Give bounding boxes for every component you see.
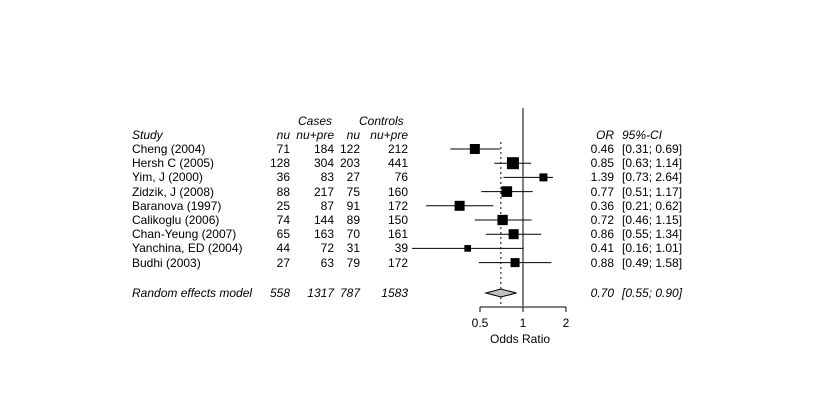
controls-events: 31 [346,241,360,256]
study-or: 0.77 [590,184,614,199]
pooled-controls-total: 1583 [381,286,408,300]
controls-events: 91 [346,198,360,213]
header-or: OR [596,128,614,142]
study-square [501,186,513,197]
study-name: Yanchina, ED (2004) [132,241,243,256]
header-controls-total: nu+pre [370,128,408,142]
cases-events: 128 [269,156,290,171]
pooled-or: 0.70 [590,286,614,300]
study-square [469,144,480,154]
header-cases-events: nu [276,128,290,142]
study-ci: [0.21; 0.62] [622,198,683,213]
header-study: Study [132,128,163,142]
study-name: Cheng (2004) [132,142,206,156]
study-name: Hersh C (2005) [132,156,215,171]
study-ci: [0.46; 1.15] [622,213,683,227]
cases-events: 74 [276,213,290,227]
study-or: 0.85 [590,156,614,171]
study-square [454,200,465,211]
cases-events: 25 [276,198,290,213]
study-ci: [0.31; 0.69] [622,142,683,156]
cases-events: 36 [276,170,290,185]
study-ci: [0.49; 1.58] [622,255,683,270]
pooled-cases-events: 558 [269,286,290,300]
controls-events: 203 [339,156,360,171]
study-or: 0.88 [590,255,614,270]
study-name: Baranova (1997) [132,198,222,213]
study-name: Calikoglu (2006) [132,213,220,227]
cases-total: 144 [313,213,334,227]
cases-total: 72 [320,241,334,256]
study-or: 1.39 [590,170,614,185]
controls-events: 27 [346,170,360,185]
study-or: 0.41 [590,241,614,256]
cases-events: 44 [276,241,290,256]
pooled-controls-events: 787 [339,286,360,300]
x-tick-label: 2 [563,316,570,330]
study-ci: [0.16; 1.01] [622,241,683,256]
study-square [539,173,548,182]
pooled-diamond [483,288,517,298]
pooled-name: Random effects model [132,286,253,300]
header-ci: 95%-CI [622,128,663,142]
study-ci: [0.51; 1.17] [622,184,683,199]
study-or: 0.36 [590,198,614,213]
cases-events: 71 [276,142,290,156]
controls-events: 122 [339,142,360,156]
cases-events: 27 [276,255,290,270]
study-name: Budhi (2003) [132,255,201,270]
controls-total: 39 [394,241,408,256]
study-or: 0.46 [590,142,614,156]
cases-total: 304 [313,156,334,171]
controls-events: 70 [346,227,360,242]
pooled-ci: [0.55; 0.90] [622,286,683,300]
pooled-cases-total: 1317 [307,286,334,300]
controls-total: 172 [387,255,408,270]
study-ci: [0.55; 1.34] [622,227,683,242]
header-controls: Controls [359,114,404,128]
controls-total: 172 [387,198,408,213]
header-cases-total: nu+pre [296,128,334,142]
study-square [506,157,519,170]
study-or: 0.86 [590,227,614,242]
study-ci: [0.73; 2.64] [622,170,683,185]
header-cases: Cases [298,114,333,128]
cases-total: 87 [320,198,334,213]
study-name: Yim, J (2000) [132,170,203,185]
controls-events: 75 [346,184,360,199]
controls-total: 150 [387,213,408,227]
controls-total: 161 [387,227,408,242]
controls-events: 79 [346,255,360,270]
cases-total: 163 [313,227,334,242]
x-axis-label: Odds Ratio [490,332,551,346]
study-square [510,258,520,268]
cases-events: 88 [276,184,290,199]
study-ci: [0.63; 1.14] [622,156,683,171]
cases-total: 184 [313,142,334,156]
cases-events: 65 [276,227,290,242]
study-name: Zidzik, J (2008) [132,184,215,199]
cases-total: 83 [320,170,334,185]
study-square [508,229,519,240]
controls-total: 441 [387,156,408,171]
study-or: 0.72 [590,213,614,227]
cases-total: 217 [313,184,334,199]
x-tick-label: 1 [520,316,527,330]
study-name: Chan-Yeung (2007) [132,227,237,242]
header-controls-events: nu [346,128,360,142]
controls-total: 160 [387,184,408,199]
study-square [497,214,508,226]
cases-total: 63 [320,255,334,270]
x-tick-label: 0.5 [472,316,489,330]
controls-total: 76 [394,170,408,185]
controls-total: 212 [387,142,408,156]
controls-events: 89 [346,213,360,227]
study-square [464,245,472,252]
